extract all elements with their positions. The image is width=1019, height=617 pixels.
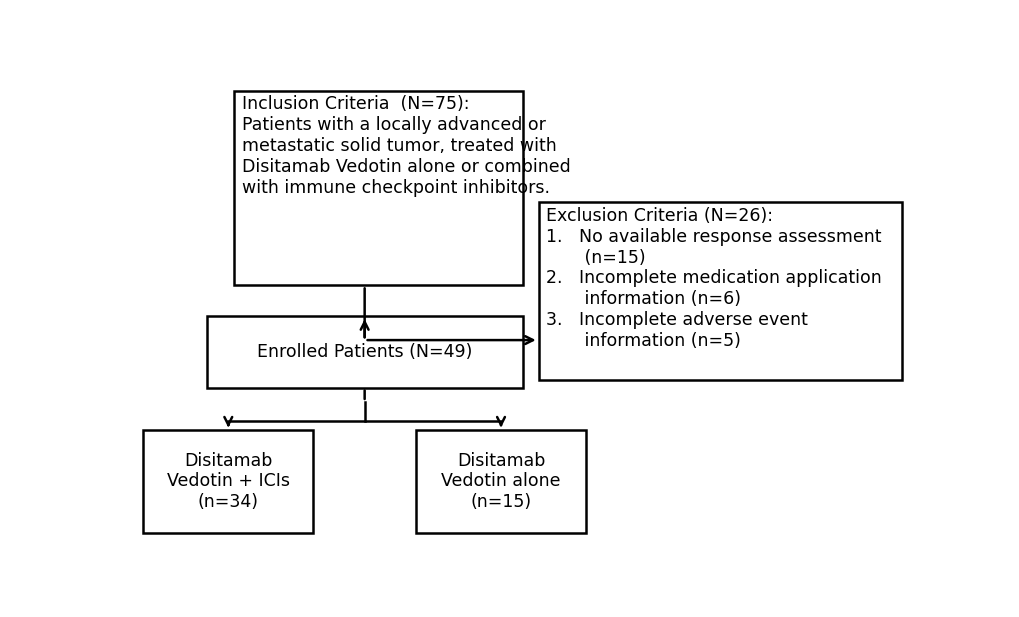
FancyBboxPatch shape [538,202,902,381]
FancyBboxPatch shape [143,431,313,532]
FancyBboxPatch shape [234,91,522,286]
Text: Disitamab
Vedotin + ICIs
(n=34): Disitamab Vedotin + ICIs (n=34) [167,452,289,511]
Text: Exclusion Criteria (N=26):
1.   No available response assessment
       (n=15)
2: Exclusion Criteria (N=26): 1. No availab… [546,207,881,350]
Text: Disitamab
Vedotin alone
(n=15): Disitamab Vedotin alone (n=15) [441,452,560,511]
Text: Inclusion Criteria  (N=75):
Patients with a locally advanced or
metastatic solid: Inclusion Criteria (N=75): Patients with… [242,96,571,197]
Text: Enrolled Patients (N=49): Enrolled Patients (N=49) [257,343,472,361]
FancyBboxPatch shape [206,317,522,387]
FancyBboxPatch shape [416,431,585,532]
